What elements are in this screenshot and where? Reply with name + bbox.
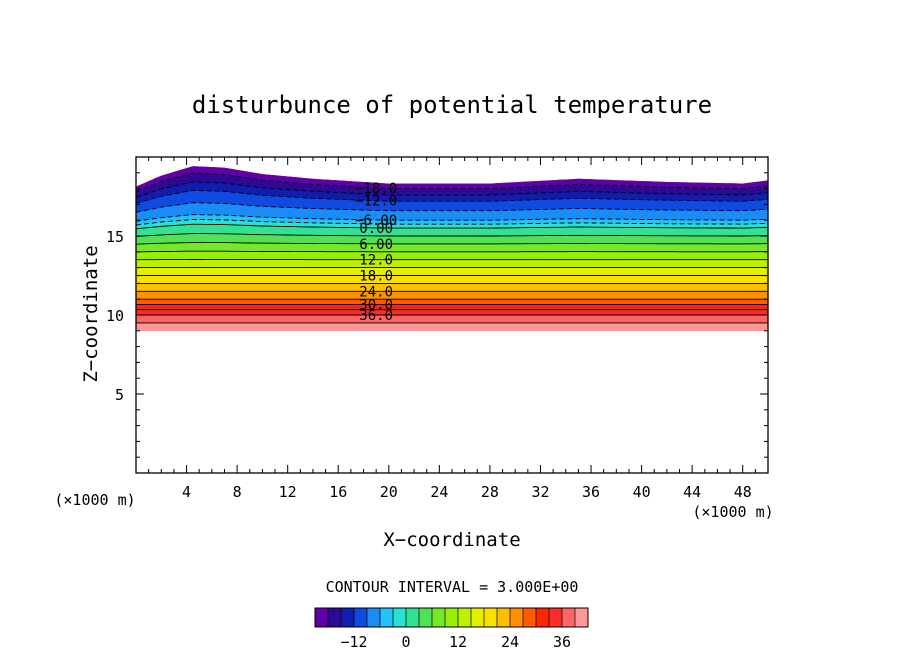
colorbar-segment: [328, 608, 342, 627]
contour-band: [136, 250, 768, 260]
colorbar-segment: [562, 608, 576, 627]
colorbar-segment: [406, 608, 420, 627]
colorbar-segment: [341, 608, 355, 627]
contour-line: [136, 214, 768, 222]
x-tick-label: 20: [380, 483, 398, 501]
colorbar-frame: [314, 607, 589, 628]
x-tick-label: 16: [329, 483, 347, 501]
colorbar-segment: [471, 608, 485, 627]
colorbar-segment: [445, 608, 459, 627]
x-tick-label: 44: [683, 483, 701, 501]
x-tick-label: 4: [182, 483, 191, 501]
colorbar-segment: [458, 608, 472, 627]
contour-band: [136, 283, 768, 292]
colorbar-segment: [536, 608, 550, 627]
x-axis-label: X−coordinate: [383, 529, 520, 551]
contour-line: [136, 223, 768, 230]
y-tick-label: 10: [106, 307, 124, 325]
contour-labels: −18.0−12.0 −6.000.006.0012.018.024.030.03…: [355, 181, 397, 324]
colorbar-segment: [510, 608, 524, 627]
contour-label: 0.00: [359, 221, 393, 237]
contour-band: [136, 304, 768, 310]
contour-line: [136, 202, 768, 213]
x-tick-label: 24: [430, 483, 448, 501]
x-tick-label: 8: [233, 483, 242, 501]
contour-line: [136, 172, 768, 192]
x-unit-label: (×1000 m): [692, 503, 773, 521]
contour-band: [136, 291, 768, 300]
x-tick-label: 32: [531, 483, 549, 501]
contour-line: [136, 189, 768, 204]
contour-label: 36.0: [359, 308, 393, 324]
colorbar-tick-label: −12: [340, 633, 367, 651]
colorbar-tick-label: 24: [501, 633, 519, 651]
colorbar-segment: [315, 608, 329, 627]
contour-band: [136, 166, 768, 188]
x-tick-label: 40: [633, 483, 651, 501]
colorbar-segment: [484, 608, 498, 627]
colorbar-segment: [380, 608, 394, 627]
colorbar-tick-label: 12: [449, 633, 467, 651]
contour-line: [136, 242, 768, 245]
x-tick-label: 12: [279, 483, 297, 501]
contour-label: 6.00: [359, 237, 393, 253]
y-tick-label: 15: [106, 228, 124, 246]
contour-band: [136, 275, 768, 284]
contour-band: [136, 314, 768, 324]
y-axis-label: Z−coordinate: [80, 245, 102, 382]
contour-band: [136, 298, 768, 305]
contour-line: [136, 250, 768, 253]
contour-line: [136, 181, 768, 198]
contour-label: −12.0: [355, 194, 397, 210]
contour-band: [136, 309, 768, 316]
z-unit-label: (×1000 m): [54, 491, 135, 509]
contour-line: [136, 233, 768, 237]
contour-interval-text: CONTOUR INTERVAL = 3.000E+00: [326, 578, 579, 596]
colorbar-segment: [549, 608, 563, 627]
colorbar-segment: [497, 608, 511, 627]
chart-title: disturbunce of potential temperature: [192, 91, 712, 119]
colorbar: −12 0 12 24 36: [314, 607, 589, 651]
axis-ticks: [136, 157, 768, 473]
colorbar-tick-label: 0: [401, 633, 410, 651]
contour-band: [136, 267, 768, 276]
contour-band: [136, 259, 768, 268]
contour-label: −6.00: [355, 213, 397, 229]
colorbar-segment: [575, 608, 589, 627]
contour-line: [136, 219, 768, 226]
colorbar-segment: [419, 608, 433, 627]
contour-label: 30.0: [359, 298, 393, 314]
contour-lines: [136, 172, 768, 324]
colorbar-segment: [523, 608, 537, 627]
contour-label: −18.0: [355, 181, 397, 197]
colorbar-segment: [393, 608, 407, 627]
x-tick-label: 28: [481, 483, 499, 501]
colorbar-tick-label: 36: [553, 633, 571, 651]
x-tick-label: 48: [734, 483, 752, 501]
colorbar-segment: [432, 608, 446, 627]
contour-label: 18.0: [359, 269, 393, 285]
colorbar-segment: [367, 608, 381, 627]
y-tick-label: 5: [115, 386, 124, 404]
contour-fill: [136, 166, 768, 332]
contour-label: 12.0: [359, 253, 393, 269]
x-tick-label: 36: [582, 483, 600, 501]
contour-band: [136, 322, 768, 332]
contour-label: 24.0: [359, 284, 393, 300]
plot-area: −18.0−12.0−6.000.006.0012.018.024.030.03…: [106, 156, 769, 501]
colorbar-segment: [354, 608, 368, 627]
